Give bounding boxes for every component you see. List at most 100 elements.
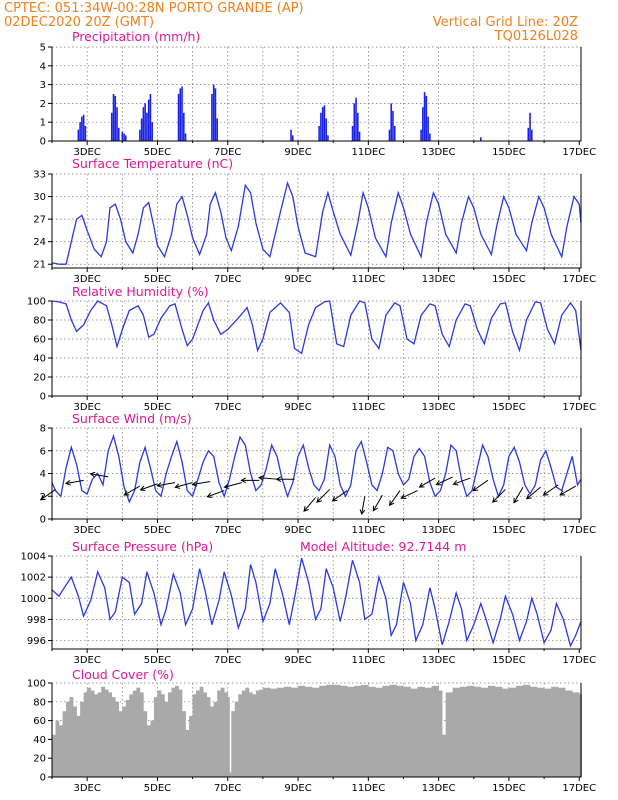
cloud-column	[396, 685, 404, 777]
cloud-column	[153, 697, 158, 777]
header-model-code: TQ0126L028	[494, 29, 578, 44]
pressure-xtick-label: 13DEC	[422, 655, 456, 666]
cloud-column	[530, 686, 538, 777]
precip-xtick-label: 3DEC	[73, 147, 100, 158]
cloud-ytick-label: 20	[33, 754, 46, 765]
cloud-panel: 0 20 40 60 80 100 3DEC 5DEC 7DEC 9DEC 11DEC 13DEC 15…	[27, 679, 596, 795]
wind-vector-arrow	[275, 476, 295, 483]
precip-ytick-label: 0	[40, 137, 46, 148]
cloud-column	[178, 689, 183, 777]
cloud-column	[171, 687, 176, 777]
precip-bar	[325, 118, 327, 141]
cloud-column	[52, 734, 56, 777]
precip-bar	[79, 122, 81, 141]
precip-bar	[214, 88, 217, 141]
precip-bar	[429, 133, 431, 141]
cloud-column	[224, 692, 229, 777]
cloud-column	[276, 687, 285, 777]
cloud-column	[248, 692, 253, 777]
cloud-column	[515, 685, 524, 777]
cloud-column	[241, 690, 246, 777]
wind-xtick-label: 7DEC	[214, 525, 241, 536]
wind-vector-arrow	[452, 477, 471, 486]
temp-ytick-label: 24	[33, 237, 46, 248]
wind-ytick-label: 2	[40, 492, 46, 503]
humidity-xtick-label: 5DEC	[144, 402, 171, 413]
wind-vector-arrow	[139, 483, 158, 492]
cloud-column	[97, 692, 102, 777]
precip-bar	[181, 86, 183, 141]
temp-xtick-label: 7DEC	[214, 274, 241, 285]
cloud-column	[101, 686, 106, 777]
wind-vector-arrow	[240, 477, 260, 484]
precip-bar	[183, 112, 185, 141]
header-date: 02DEC2020 20Z (GMT)	[4, 15, 154, 30]
precip-bar	[179, 88, 182, 141]
cloud-xtick-label: 3DEC	[73, 783, 100, 794]
precip-bar	[390, 103, 392, 141]
humidity-xtick-label: 13DEC	[422, 402, 456, 413]
temp-frame	[51, 174, 582, 269]
humidity-xtick-label: 3DEC	[73, 402, 100, 413]
cloud-column	[87, 687, 91, 777]
cloud-column	[269, 688, 278, 777]
humidity-panel: 0 20 40 60 80 100 3DEC 5DEC 7DEC 9DEC 11DEC 13DEC 15…	[27, 297, 596, 414]
wind-xtick-label: 9DEC	[284, 525, 311, 536]
humidity-xtick-label: 7DEC	[214, 402, 241, 413]
wind-vector-arrow	[206, 490, 225, 498]
wind-vector-arrow	[359, 496, 366, 516]
cloud-column	[136, 687, 141, 777]
pressure-frame	[51, 556, 582, 650]
precip-bar	[144, 103, 146, 141]
wind-vector-arrow	[400, 490, 418, 499]
wind-vector-arrow	[303, 497, 317, 512]
header-grid-line: Vertical Grid Line: 20Z	[433, 15, 578, 30]
precip-xtick-label: 15DEC	[492, 147, 526, 158]
cloud-column	[252, 694, 257, 777]
cloud-column	[160, 694, 165, 777]
wind-vector-arrow	[331, 490, 348, 502]
wind-vector-arrow	[513, 486, 524, 504]
cloud-column	[417, 686, 425, 777]
cloud-column	[283, 686, 292, 777]
wind-ytick-label: 6	[40, 446, 46, 457]
humidity-frame	[51, 301, 582, 397]
cloud-column	[238, 694, 243, 777]
cloud-column	[382, 685, 390, 777]
precip-bar	[110, 112, 113, 141]
wind-xtick-label: 11DEC	[351, 525, 385, 536]
wind-xtick-label: 13DEC	[422, 525, 456, 536]
cloud-xtick-label: 5DEC	[144, 783, 171, 794]
cloud-column	[452, 687, 461, 777]
humidity-ytick-label: 40	[33, 354, 46, 365]
precip-bar	[212, 84, 215, 141]
wind-vector-arrow	[123, 485, 141, 496]
precip-bar	[140, 118, 143, 141]
temp-xtick-label: 15DEC	[492, 274, 526, 285]
cloud-column	[234, 701, 239, 777]
wind-xtick-label: 15DEC	[492, 525, 526, 536]
wind-vector-arrow	[257, 475, 278, 481]
precip-ytick-label: 5	[40, 43, 46, 54]
precip-bar	[290, 129, 292, 141]
cloud-column	[206, 697, 211, 777]
cloud-column	[354, 685, 362, 777]
precip-bar	[530, 129, 533, 141]
precip-bar	[121, 131, 124, 141]
pressure-xtick-label: 9DEC	[284, 655, 311, 666]
wind-vector-arrow	[418, 477, 436, 488]
precip-xtick-label: 5DEC	[144, 147, 171, 158]
cloud-column	[572, 692, 580, 777]
cloud-column	[262, 687, 271, 777]
cloud-xtick-label: 11DEC	[351, 783, 385, 794]
precip-ytick-label: 3	[40, 80, 46, 91]
cloud-column	[424, 687, 432, 777]
temp-xtick-label: 9DEC	[284, 274, 311, 285]
temp-line	[51, 180, 582, 265]
cloud-column	[361, 684, 369, 777]
cloud-column	[319, 685, 327, 777]
cloud-column	[189, 715, 193, 777]
precip-bar	[420, 129, 422, 141]
cloud-column	[410, 688, 418, 777]
cloud-column	[298, 685, 306, 777]
